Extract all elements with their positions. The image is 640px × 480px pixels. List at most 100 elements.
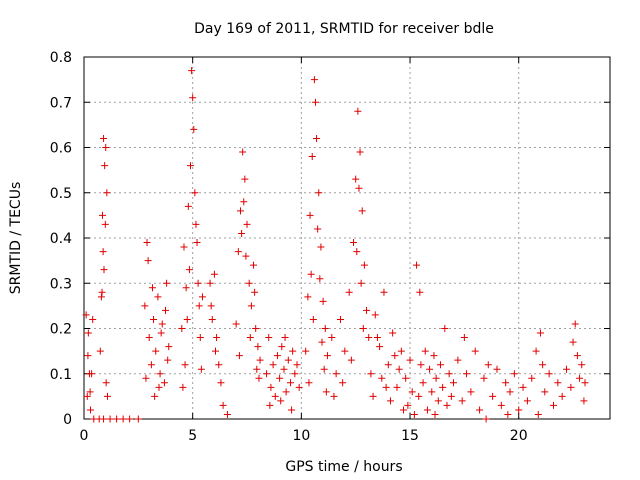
data-point — [502, 379, 510, 387]
data-point — [571, 320, 579, 328]
data-point — [134, 415, 142, 423]
data-point — [196, 334, 204, 342]
data-point — [355, 184, 363, 192]
data-points — [82, 67, 589, 423]
data-point — [152, 347, 160, 355]
data-point — [356, 148, 364, 156]
data-point — [278, 343, 286, 351]
data-point — [352, 175, 360, 183]
data-point — [208, 315, 216, 323]
data-point — [145, 334, 153, 342]
data-point — [245, 279, 253, 287]
data-point — [198, 293, 206, 301]
data-point — [532, 347, 540, 355]
data-point — [162, 306, 170, 314]
data-point — [119, 415, 127, 423]
data-point — [378, 374, 386, 382]
data-point — [184, 202, 192, 210]
data-point — [235, 352, 243, 360]
data-point — [284, 356, 292, 364]
data-point — [266, 401, 274, 409]
data-point — [549, 401, 557, 409]
data-point — [365, 334, 373, 342]
data-point — [484, 361, 492, 369]
data-point — [291, 370, 299, 378]
data-point — [539, 361, 547, 369]
data-point — [280, 365, 288, 373]
data-point — [185, 266, 193, 274]
y-tick-label: 0.4 — [50, 231, 72, 247]
data-point — [314, 225, 322, 233]
data-point — [534, 410, 542, 418]
data-point — [190, 125, 198, 133]
data-point — [160, 379, 168, 387]
data-point — [238, 229, 246, 237]
data-point — [163, 279, 171, 287]
data-point — [207, 302, 215, 310]
data-point — [143, 239, 151, 247]
data-point — [363, 306, 371, 314]
data-point — [439, 383, 447, 391]
data-point — [157, 329, 165, 337]
data-point — [96, 347, 104, 355]
data-point — [309, 315, 317, 323]
data-point — [101, 220, 109, 228]
data-point — [322, 388, 330, 396]
data-point — [406, 356, 414, 364]
data-point — [369, 392, 377, 400]
data-point — [506, 388, 514, 396]
data-point — [441, 325, 449, 332]
data-point — [347, 356, 355, 364]
data-point — [310, 76, 318, 84]
y-tick-label: 0.2 — [50, 322, 72, 338]
data-point — [320, 365, 328, 373]
data-point — [148, 284, 156, 292]
data-point — [311, 98, 319, 106]
data-point — [567, 383, 575, 391]
data-point — [339, 379, 347, 387]
x-axis-label: GPS time / hours — [285, 459, 402, 475]
data-point — [213, 334, 221, 342]
data-point — [489, 392, 497, 400]
data-point — [84, 352, 92, 360]
data-point — [423, 406, 431, 414]
data-point — [151, 392, 159, 400]
data-point — [195, 302, 203, 310]
data-point — [393, 383, 401, 391]
data-point — [223, 410, 231, 418]
data-point — [384, 361, 392, 369]
data-point — [98, 288, 106, 296]
data-point — [382, 383, 390, 391]
data-point — [428, 388, 436, 396]
data-point — [304, 293, 312, 301]
data-point — [471, 347, 479, 355]
data-point — [353, 248, 361, 256]
data-point — [578, 361, 586, 369]
data-point — [219, 401, 227, 409]
data-point — [271, 392, 279, 400]
data-point — [98, 211, 106, 219]
data-point — [431, 410, 439, 418]
data-point — [281, 334, 289, 342]
data-point — [576, 374, 584, 382]
data-point — [380, 288, 388, 296]
data-point — [126, 415, 134, 423]
data-point — [402, 374, 410, 382]
data-point — [541, 388, 549, 396]
data-point — [102, 144, 110, 151]
data-point — [206, 279, 214, 287]
data-point — [408, 388, 416, 396]
data-point — [371, 311, 379, 319]
data-point — [269, 361, 277, 369]
data-point — [252, 325, 260, 332]
data-point — [497, 401, 505, 409]
data-point — [194, 279, 202, 287]
data-point — [191, 189, 199, 197]
data-point — [336, 315, 344, 323]
data-point — [180, 243, 188, 251]
x-tick-label: 20 — [510, 428, 528, 444]
data-point — [295, 383, 303, 391]
x-tick-label: 15 — [401, 428, 419, 444]
